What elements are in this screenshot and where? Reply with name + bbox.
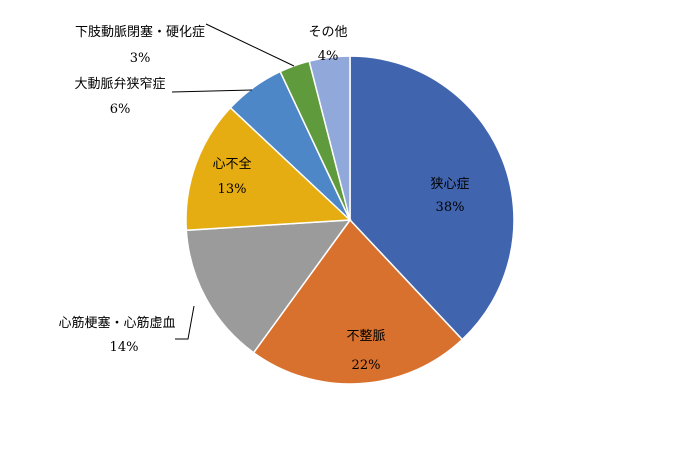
label-arrhythmia: 不整脈 (346, 329, 385, 344)
leader-line-lower-limb-arterial (205, 23, 295, 67)
pct-aortic-stenosis: 6% (110, 102, 131, 117)
slice-myocardial-infarction (185, 219, 352, 354)
label-other: その他 (308, 25, 347, 40)
pct-arrhythmia: 22% (352, 358, 381, 373)
pct-heart-failure: 13% (218, 182, 247, 197)
leader-line-aortic-stenosis (171, 89, 253, 93)
pct-lower-limb-arterial: 3% (130, 51, 151, 66)
pct-angina: 38% (436, 200, 465, 215)
slice-arrhythmia (252, 218, 464, 385)
label-aortic-stenosis: 大動脈弁狭窄症 (74, 76, 165, 92)
pct-myocardial-infarction: 14% (110, 340, 139, 355)
label-lower-limb-arterial: 下肢動脈閉塞・硬化症 (75, 24, 205, 40)
slice-heart-failure (185, 106, 352, 232)
leader-line-myocardial-infarction (175, 305, 195, 340)
leader-lines (171, 23, 295, 340)
label-myocardial-infarction: 心筋梗塞・心筋虚血 (58, 315, 175, 331)
label-heart-failure: 心不全 (212, 156, 251, 172)
pct-other: 4% (318, 49, 339, 64)
pie-slices (185, 55, 515, 385)
slice-angina (349, 55, 515, 341)
slice-other (308, 55, 351, 221)
label-angina: 狭心症 (430, 177, 469, 192)
